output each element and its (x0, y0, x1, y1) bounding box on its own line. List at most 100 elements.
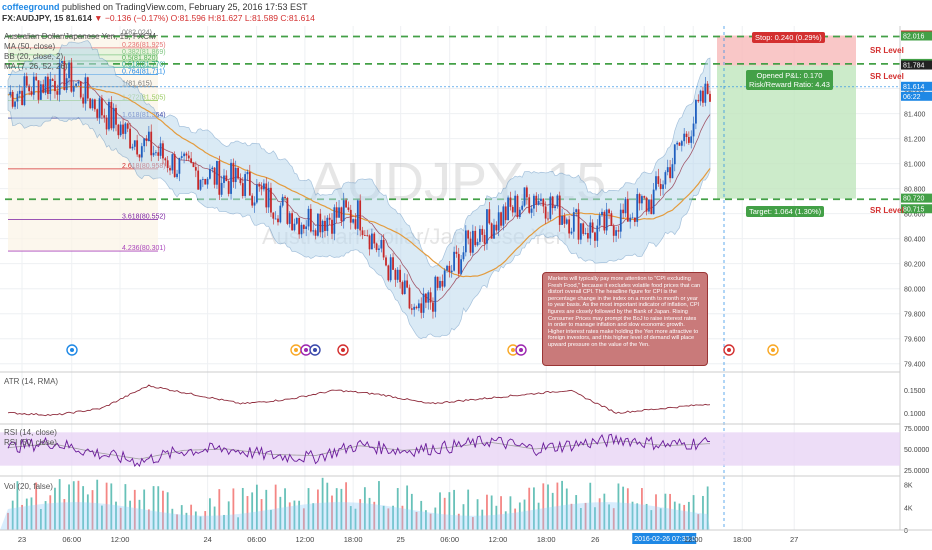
candle-body (650, 199, 653, 215)
volume-bar (425, 510, 427, 530)
candle-body (648, 199, 650, 212)
volume-bar (697, 514, 700, 530)
candle-body (462, 252, 465, 260)
candle-body (615, 230, 617, 236)
candle-body (605, 209, 608, 231)
price-change: −0.136 (−0.17%) (104, 13, 169, 23)
legend-ma[interactable]: MA (50, close) (4, 42, 56, 51)
candle-body (270, 187, 272, 213)
author-link[interactable]: coffeeground (2, 2, 60, 12)
candle-body (110, 101, 113, 129)
candle-body (432, 302, 434, 312)
vol-label[interactable]: Vol (20, false) (4, 482, 53, 491)
candle-body (441, 280, 444, 287)
candle-body (603, 211, 606, 231)
candle-body (439, 280, 441, 288)
volume-bar (636, 503, 639, 530)
candle-body (82, 97, 85, 104)
candle-body (209, 168, 211, 179)
rsi-label[interactable]: RSI (14, close) (4, 428, 57, 437)
candle-body (122, 124, 124, 134)
vol-tick-label: 4K (904, 505, 913, 512)
candle-body (587, 233, 589, 239)
candle-body (305, 226, 308, 229)
annotation-callout[interactable]: Markets will typically pay more attentio… (542, 272, 708, 366)
candle-body (469, 238, 472, 253)
price-tag-text: 82.016 (903, 34, 925, 41)
candle-body (596, 225, 599, 241)
candle-body (56, 91, 59, 95)
event-marker-dot (313, 348, 317, 352)
candle-body (392, 257, 394, 270)
volume-bar (82, 486, 85, 530)
rsi-tick-label: 75.0000 (904, 426, 929, 433)
volume-bar (25, 498, 28, 530)
volume-bar (39, 508, 42, 530)
event-marker-dot (519, 348, 523, 352)
volume-bar (692, 495, 695, 530)
candle-body (666, 167, 669, 173)
candle-body (155, 152, 157, 154)
volume-bar (556, 482, 559, 530)
candle-body (575, 209, 578, 213)
candle-body (335, 207, 338, 218)
candle-body (331, 219, 333, 234)
price-tag-text: 81.614 (903, 84, 925, 91)
candle-body (91, 99, 94, 109)
candle-body (709, 93, 711, 102)
candle-body (126, 123, 129, 129)
candle-body (11, 91, 14, 107)
candle-body (220, 182, 223, 195)
time-tick-label: 25 (397, 535, 405, 544)
candle-body (206, 178, 209, 185)
candle-body (471, 230, 474, 253)
time-tick-label: 23 (18, 535, 26, 544)
candle-body (549, 196, 552, 219)
volume-bar (490, 495, 493, 530)
volume-bar (49, 495, 52, 530)
candle-body (537, 200, 540, 205)
candle-body (35, 76, 38, 81)
price-tag (901, 60, 932, 70)
volume-bar (702, 495, 704, 530)
volume-bar (650, 510, 653, 530)
candle-body (157, 152, 160, 156)
volume-bar (138, 499, 141, 530)
last-price: 81.614 (65, 13, 92, 23)
rsi-label-2[interactable]: RSI (50, close) (4, 438, 57, 447)
volume-bar (21, 504, 23, 530)
candle-body (258, 184, 261, 187)
candle-body (565, 219, 568, 224)
volume-bar (434, 507, 437, 530)
candle-body (192, 162, 195, 168)
candle-body (54, 80, 56, 92)
volume-bar (673, 501, 676, 530)
volume-bar (86, 494, 89, 530)
candle-body (579, 223, 582, 240)
volume-bar (518, 502, 521, 530)
volume-bar (171, 508, 174, 530)
legend-instrument: Australian Dollar/Japanese Yen, 15, FXCM (4, 32, 156, 41)
price-tag (901, 193, 932, 203)
rsi-band (0, 432, 900, 466)
candle-body (368, 235, 371, 250)
legend-ichi[interactable]: MA (7, 26, 52, 26) (4, 62, 68, 71)
volume-bar (246, 496, 249, 530)
price-tick-label: 81.400 (904, 112, 926, 119)
candle-body (450, 270, 453, 273)
atr-label[interactable]: ATR (14, RMA) (4, 377, 59, 386)
volume-bar (626, 488, 629, 530)
candle-body (434, 276, 437, 312)
target-label: Target: 1.064 (1.30%) (746, 206, 825, 217)
candle-body (525, 187, 528, 198)
volume-bar (237, 517, 239, 530)
candle-body (582, 223, 585, 234)
candle-body (577, 209, 580, 240)
candle-body (551, 196, 554, 209)
time-tick-label: 12:00 (489, 535, 508, 544)
candle-body (356, 200, 359, 229)
legend-bb[interactable]: BB (20, close, 2) (4, 52, 64, 61)
price-tag (901, 81, 932, 91)
candle-body (601, 211, 603, 216)
